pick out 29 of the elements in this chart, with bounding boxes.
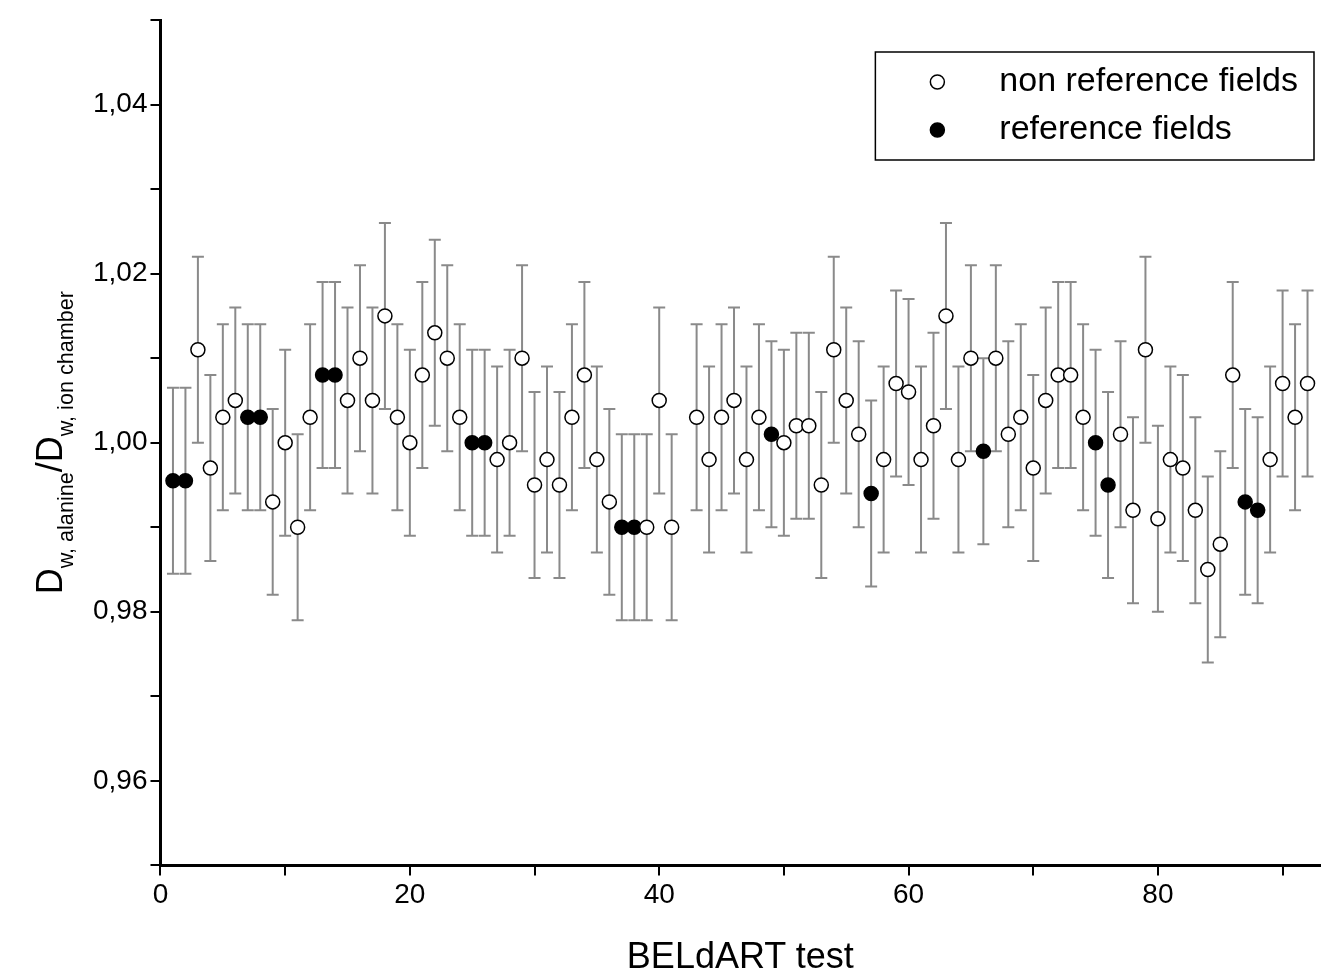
x-tick-label: 40 [643,877,675,909]
y-tick-label: 1,04 [93,87,148,119]
point [975,443,992,459]
point [763,426,780,442]
y-tick-label: 1,02 [93,256,148,288]
point [1249,502,1266,519]
x-tick-label: 0 [152,877,169,909]
point [327,367,343,383]
y-axis-title: Dw, alanine/Dw, ion chamber [29,291,78,595]
point [240,409,256,426]
y-tick-label: 1,00 [93,425,148,457]
point [614,519,630,535]
point [252,409,268,426]
point [1087,434,1104,451]
point [1237,494,1253,510]
point [1100,477,1116,493]
x-tick-label: 20 [394,877,426,909]
y-tick-label: 0,98 [93,594,148,626]
x-tick-label: 60 [892,877,925,909]
point [177,472,194,489]
point [476,434,493,451]
x-axis-title: BELdART test [626,935,854,975]
legend-label: non reference fields [999,60,1299,99]
point [863,485,879,502]
y-tick-label: 0,96 [93,763,148,795]
point [314,367,331,383]
point [165,472,181,489]
legend-label: reference fields [999,108,1232,147]
x-tick-label: 80 [1142,877,1174,909]
